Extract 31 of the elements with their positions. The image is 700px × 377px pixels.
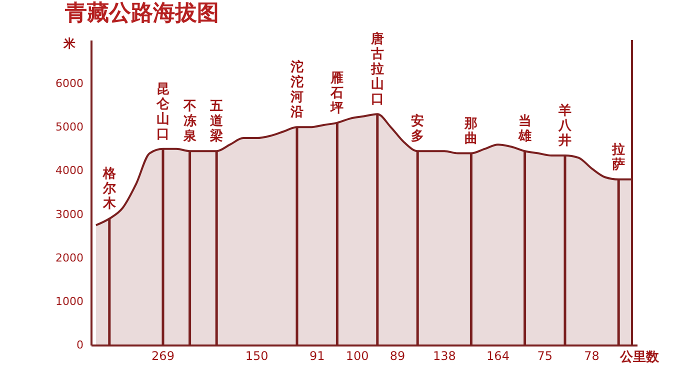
y-tick-label: 0 [76,338,84,352]
y-tick-label: 6000 [56,77,84,90]
x-axis-title: 公里数 [619,350,660,365]
x-tick-label: 那曲 [464,116,478,146]
x-tick-label: 昆仑山口 [156,82,170,142]
x-tick-label: 雁石坪 [330,70,344,116]
chart-title: 青藏公路海拔图 [64,1,220,26]
text: 150 [245,349,268,363]
x-tick-label: 五道梁 [209,99,224,144]
text: 91 [309,349,325,363]
x-tick-label: 不冻泉 [182,99,198,144]
y-tick-label: 2000 [56,251,84,264]
text: 89 [390,349,406,363]
x-tick-label: 沱沱河沿 [290,59,304,120]
text: 100 [346,349,369,363]
y-tick-label: 5000 [56,120,84,134]
x-tick-label: 唐古拉山口 [370,31,384,108]
text: 269 [152,349,174,363]
x-tick-label: 格尔木 [102,166,117,212]
y-tick-label: 1000 [56,294,84,308]
y-tick-label: 4000 [56,164,84,178]
x-tick-label: 当雄 [517,114,532,144]
x-tick-label: 拉萨 [611,142,626,172]
x-tick-label: 安多 [411,113,424,144]
x-tick-label: 羊八井 [558,103,572,148]
y-axis-title: 米 [62,36,76,50]
text: 78 [584,349,600,363]
text: 164 [486,349,510,363]
text: 138 [432,349,456,363]
text: 75 [537,349,553,363]
y-tick-label: 3000 [56,208,84,221]
